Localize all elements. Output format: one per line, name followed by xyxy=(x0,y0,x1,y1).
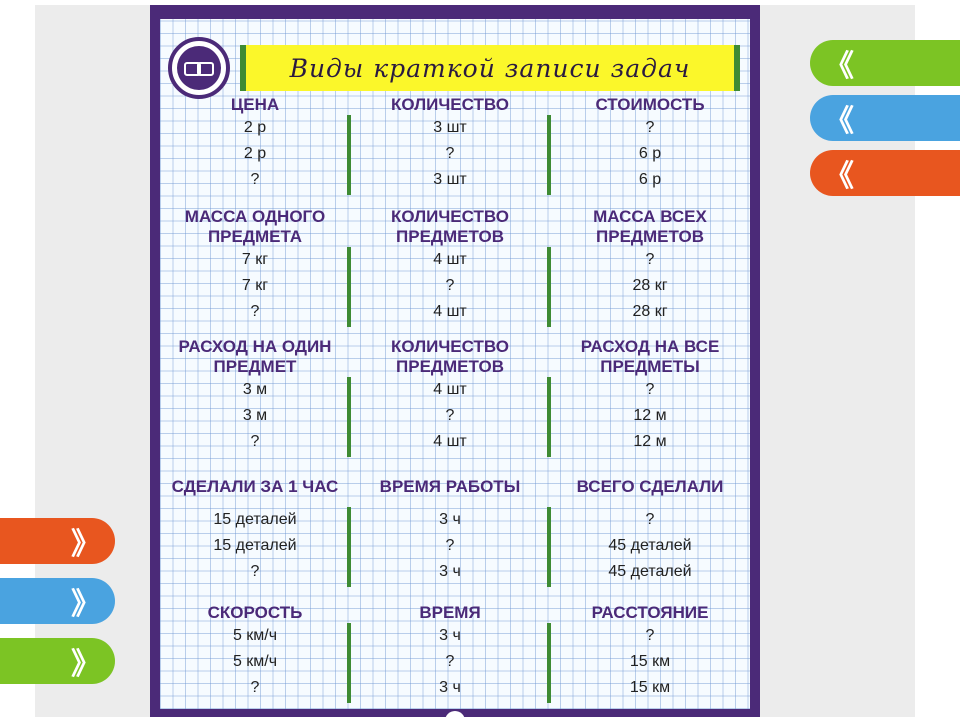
divider xyxy=(347,507,351,587)
section-4-column-2: РАССТОЯНИЕ? 15 км 15 км xyxy=(555,603,745,701)
divider xyxy=(347,115,351,195)
value: 3 ч xyxy=(439,511,461,528)
section-0-column-2: СТОИМОСТЬ? 6 р 6 р xyxy=(555,95,745,193)
value: 12 м xyxy=(633,433,667,450)
value: ? xyxy=(250,303,260,320)
divider xyxy=(547,377,551,457)
value: ? xyxy=(445,537,455,554)
value: 15 км xyxy=(629,653,671,670)
divider xyxy=(347,623,351,703)
column-header: КОЛИЧЕСТВО ПРЕДМЕТОВ xyxy=(391,207,509,246)
value: ? xyxy=(250,679,260,696)
section-0-column-1: КОЛИЧЕСТВО 3 шт? 3 шт xyxy=(355,95,545,193)
divider xyxy=(547,247,551,327)
section-4-column-0: СКОРОСТЬ 5 км/ч 5 км/ч? xyxy=(160,603,350,701)
column-header: ЦЕНА xyxy=(230,95,280,114)
value: 3 ч xyxy=(439,563,461,580)
value: 5 км/ч xyxy=(232,653,278,670)
section-4-column-1: ВРЕМЯ 3 ч? 3 ч xyxy=(355,603,545,701)
section-2-column-1: КОЛИЧЕСТВО ПРЕДМЕТОВ 4 шт? 4 шт xyxy=(355,337,545,455)
column-header: РАСХОД НА ОДИН ПРЕДМЕТ xyxy=(178,337,332,376)
column-header: СДЕЛАЛИ ЗА 1 ЧАС xyxy=(171,477,339,496)
value: 4 шт xyxy=(433,251,467,268)
value: 28 кг xyxy=(632,277,668,294)
value: ? xyxy=(645,511,655,528)
value: 12 м xyxy=(633,407,667,424)
column-header: ВРЕМЯ РАБОТЫ xyxy=(379,477,521,496)
value: 3 шт xyxy=(433,119,467,136)
column-header: ВСЕГО СДЕЛАЛИ xyxy=(576,477,724,496)
section-3-column-0: СДЕЛАЛИ ЗА 1 ЧАС 15 деталей 15 деталей? xyxy=(160,467,350,585)
value: 4 шт xyxy=(433,303,467,320)
value: 3 ч xyxy=(439,627,461,644)
owl-icon xyxy=(168,37,230,99)
value: ? xyxy=(645,119,655,136)
section-2-column-2: РАСХОД НА ВСЕ ПРЕДМЕТЫ? 12 м 12 м xyxy=(555,337,745,455)
value: 28 кг xyxy=(632,303,668,320)
value: 7 кг xyxy=(241,277,269,294)
ribbon-chevron-icon: 《 xyxy=(810,150,960,196)
ribbon-chevron-icon: 》 xyxy=(0,578,115,624)
value: 15 деталей xyxy=(213,511,297,528)
value: ? xyxy=(445,407,455,424)
value: 2 р xyxy=(243,145,267,162)
value: 7 кг xyxy=(241,251,269,268)
section-2-column-0: РАСХОД НА ОДИН ПРЕДМЕТ 3 м 3 м? xyxy=(160,337,350,455)
title-banner: Виды краткой записи задач xyxy=(240,45,740,91)
column-header: КОЛИЧЕСТВО ПРЕДМЕТОВ xyxy=(391,337,509,376)
value: ? xyxy=(250,171,260,188)
value: ? xyxy=(445,653,455,670)
value: 4 шт xyxy=(433,433,467,450)
value: 3 м xyxy=(242,381,268,398)
value: 6 р xyxy=(638,171,662,188)
value: ? xyxy=(445,145,455,162)
divider xyxy=(547,115,551,195)
value: 15 км xyxy=(629,679,671,696)
value: ? xyxy=(250,563,260,580)
poster-tab xyxy=(445,711,465,725)
column-header: РАССТОЯНИЕ xyxy=(591,603,709,622)
divider xyxy=(347,377,351,457)
value: ? xyxy=(645,381,655,398)
column-header: СКОРОСТЬ xyxy=(207,603,303,622)
column-header: МАССА ОДНОГО ПРЕДМЕТА xyxy=(184,207,326,246)
value: ? xyxy=(645,251,655,268)
column-header: КОЛИЧЕСТВО xyxy=(391,95,509,114)
divider xyxy=(347,247,351,327)
divider xyxy=(547,623,551,703)
value: ? xyxy=(250,433,260,450)
ribbon-chevron-icon: 《 xyxy=(810,95,960,141)
value: 3 ч xyxy=(439,679,461,696)
value: 6 р xyxy=(638,145,662,162)
column-header: МАССА ВСЕХ ПРЕДМЕТОВ xyxy=(593,207,707,246)
ribbon-chevron-icon: 》 xyxy=(0,518,115,564)
value: 45 деталей xyxy=(608,563,692,580)
section-0-column-0: ЦЕНА 2 р 2 р? xyxy=(160,95,350,193)
section-1-column-2: МАССА ВСЕХ ПРЕДМЕТОВ? 28 кг 28 кг xyxy=(555,207,745,325)
value: 2 р xyxy=(243,119,267,136)
ribbon-chevron-icon: 》 xyxy=(0,638,115,684)
column-header: СТОИМОСТЬ xyxy=(595,95,705,114)
column-header: ВРЕМЯ xyxy=(419,603,481,622)
value: 15 деталей xyxy=(213,537,297,554)
value: 5 км/ч xyxy=(232,627,278,644)
value: 45 деталей xyxy=(608,537,692,554)
section-1-column-1: КОЛИЧЕСТВО ПРЕДМЕТОВ 4 шт? 4 шт xyxy=(355,207,545,325)
section-1-column-0: МАССА ОДНОГО ПРЕДМЕТА 7 кг 7 кг? xyxy=(160,207,350,325)
page-title: Виды краткой записи задач xyxy=(289,53,691,83)
column-header: РАСХОД НА ВСЕ ПРЕДМЕТЫ xyxy=(580,337,720,376)
section-3-column-2: ВСЕГО СДЕЛАЛИ? 45 деталей 45 деталей xyxy=(555,467,745,585)
ribbon-chevron-icon: 《 xyxy=(810,40,960,86)
value: ? xyxy=(445,277,455,294)
section-3-column-1: ВРЕМЯ РАБОТЫ 3 ч? 3 ч xyxy=(355,467,545,585)
value: 3 шт xyxy=(433,171,467,188)
divider xyxy=(547,507,551,587)
value: 4 шт xyxy=(433,381,467,398)
value: ? xyxy=(645,627,655,644)
value: 3 м xyxy=(242,407,268,424)
